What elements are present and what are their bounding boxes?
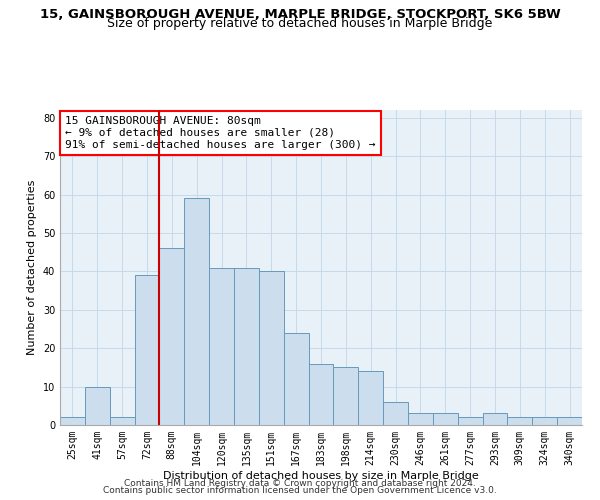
Bar	[284, 333, 308, 425]
Text: 15 GAINSBOROUGH AVENUE: 80sqm
← 9% of detached houses are smaller (28)
91% of se: 15 GAINSBOROUGH AVENUE: 80sqm ← 9% of de…	[65, 116, 376, 150]
Bar	[458, 418, 482, 425]
Bar	[557, 418, 582, 425]
Text: Size of property relative to detached houses in Marple Bridge: Size of property relative to detached ho…	[107, 18, 493, 30]
Bar	[110, 418, 134, 425]
Bar	[209, 268, 234, 425]
Bar	[60, 418, 85, 425]
Bar	[308, 364, 334, 425]
Bar	[532, 418, 557, 425]
Text: Contains HM Land Registry data © Crown copyright and database right 2024.: Contains HM Land Registry data © Crown c…	[124, 478, 476, 488]
Bar	[184, 198, 209, 425]
Bar	[358, 371, 383, 425]
Bar	[482, 414, 508, 425]
Bar	[383, 402, 408, 425]
Bar	[508, 418, 532, 425]
Bar	[85, 386, 110, 425]
Bar	[433, 414, 458, 425]
Text: Contains public sector information licensed under the Open Government Licence v3: Contains public sector information licen…	[103, 486, 497, 495]
X-axis label: Distribution of detached houses by size in Marple Bridge: Distribution of detached houses by size …	[163, 470, 479, 480]
Bar	[259, 272, 284, 425]
Bar	[160, 248, 184, 425]
Bar	[134, 275, 160, 425]
Bar	[334, 368, 358, 425]
Y-axis label: Number of detached properties: Number of detached properties	[27, 180, 37, 355]
Bar	[408, 414, 433, 425]
Text: 15, GAINSBOROUGH AVENUE, MARPLE BRIDGE, STOCKPORT, SK6 5BW: 15, GAINSBOROUGH AVENUE, MARPLE BRIDGE, …	[40, 8, 560, 20]
Bar	[234, 268, 259, 425]
